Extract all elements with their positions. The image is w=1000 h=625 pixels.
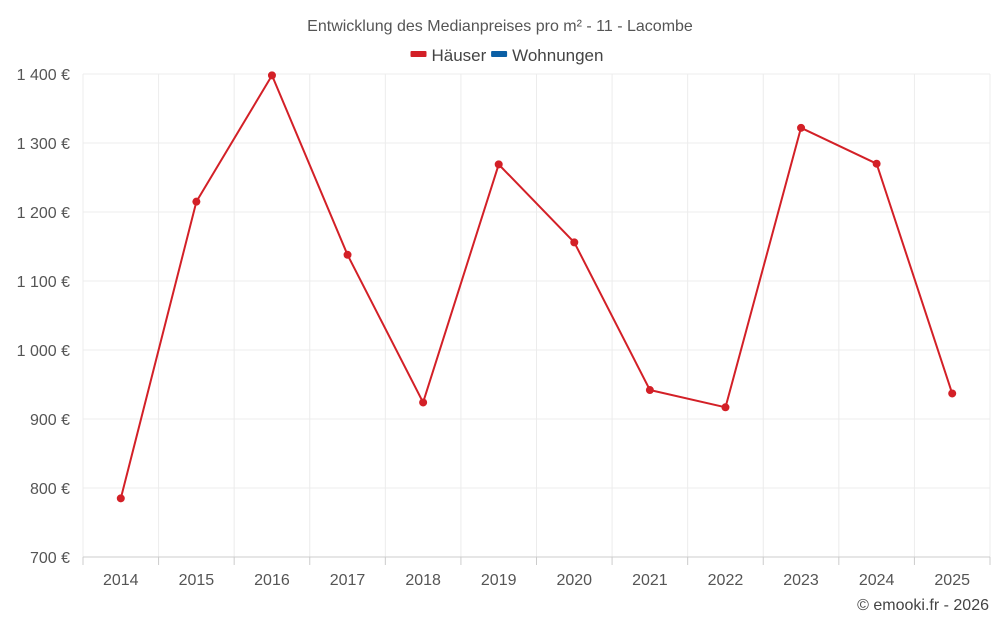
data-point[interactable] [948, 389, 957, 398]
legend-item[interactable]: Wohnungen [491, 46, 603, 65]
x-tick-label: 2024 [859, 572, 895, 589]
legend-label: Wohnungen [512, 46, 603, 65]
x-tick-label: 2023 [783, 572, 819, 589]
legend-swatch [491, 51, 508, 57]
x-tick-label: 2015 [179, 572, 215, 589]
credit-text: © emooki.fr - 2026 [857, 597, 989, 614]
legend-swatch [410, 51, 427, 57]
y-tick-label: 1 300 € [17, 136, 70, 153]
data-point[interactable] [872, 159, 881, 168]
data-point[interactable] [116, 494, 125, 503]
x-tick-label: 2016 [254, 572, 290, 589]
legend-item[interactable]: Häuser [410, 46, 487, 65]
series-layer [116, 71, 957, 503]
data-point[interactable] [645, 386, 654, 395]
data-point[interactable] [797, 123, 806, 132]
series-line [119, 74, 954, 499]
y-tick-label: 800 € [30, 481, 70, 498]
y-tick-label: 1 400 € [17, 67, 70, 84]
data-point[interactable] [192, 197, 201, 206]
y-tick-label: 900 € [30, 412, 70, 429]
data-point[interactable] [721, 403, 730, 412]
data-point[interactable] [570, 238, 579, 247]
data-point[interactable] [494, 160, 503, 169]
y-tick-label: 1 100 € [17, 274, 70, 291]
y-axis: 700 € 800 € 900 € 1 000 € 1 100 € 1 200 € 1 30… [17, 67, 70, 567]
x-tick-label: 2017 [330, 572, 366, 589]
x-tick-label: 2020 [556, 572, 592, 589]
y-tick-label: 700 € [30, 550, 70, 567]
gridlines [82, 73, 991, 557]
legend-label: Häuser [432, 46, 487, 65]
data-point[interactable] [419, 398, 428, 407]
x-axis: 2014 2015 2016 2017 2018 2019 2020 2021 2022 2023… [82, 556, 991, 589]
data-point[interactable] [343, 250, 352, 259]
x-tick-label: 2025 [934, 572, 970, 589]
chart-title: Entwicklung des Medianpreises pro m² - 1… [307, 18, 693, 35]
y-tick-label: 1 200 € [17, 205, 70, 222]
data-point[interactable] [267, 71, 276, 80]
x-tick-label: 2018 [405, 572, 441, 589]
y-tick-label: 1 000 € [17, 343, 70, 360]
x-tick-label: 2014 [103, 572, 139, 589]
x-tick-label: 2022 [708, 572, 744, 589]
x-tick-label: 2021 [632, 572, 668, 589]
x-tick-label: 2019 [481, 572, 517, 589]
legend: Häuser Wohnungen [410, 46, 603, 65]
